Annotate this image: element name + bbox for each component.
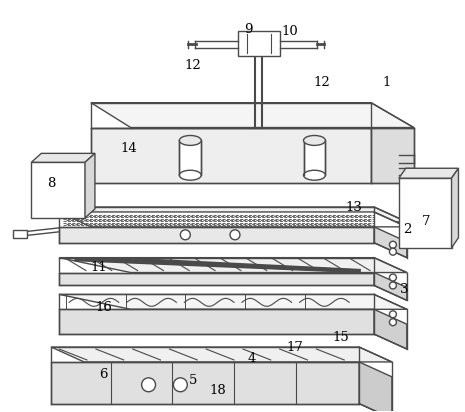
Ellipse shape xyxy=(179,136,201,145)
Text: 15: 15 xyxy=(333,330,350,344)
Text: 6: 6 xyxy=(99,368,107,382)
Polygon shape xyxy=(59,273,374,286)
Circle shape xyxy=(180,230,190,240)
Polygon shape xyxy=(374,273,407,300)
Polygon shape xyxy=(359,362,392,412)
Text: 2: 2 xyxy=(403,223,411,236)
Polygon shape xyxy=(374,227,407,258)
Text: 7: 7 xyxy=(421,215,430,228)
Circle shape xyxy=(389,311,396,318)
Polygon shape xyxy=(31,153,95,162)
Polygon shape xyxy=(91,128,371,183)
Circle shape xyxy=(389,241,396,248)
Circle shape xyxy=(142,378,155,392)
Bar xyxy=(13,230,27,238)
Circle shape xyxy=(389,274,396,281)
Polygon shape xyxy=(452,168,458,248)
Ellipse shape xyxy=(179,170,201,180)
Polygon shape xyxy=(59,295,407,309)
Circle shape xyxy=(389,248,396,255)
Polygon shape xyxy=(371,128,414,183)
Text: 12: 12 xyxy=(313,76,330,89)
Text: 8: 8 xyxy=(47,177,55,190)
Text: 13: 13 xyxy=(346,201,363,215)
Bar xyxy=(179,140,201,175)
Text: 1: 1 xyxy=(383,76,391,89)
Ellipse shape xyxy=(304,136,326,145)
Text: 5: 5 xyxy=(189,375,198,387)
Polygon shape xyxy=(59,258,407,273)
Polygon shape xyxy=(91,103,414,128)
Polygon shape xyxy=(51,362,359,404)
Text: 10: 10 xyxy=(281,25,298,37)
Text: 16: 16 xyxy=(95,301,113,314)
Text: 12: 12 xyxy=(185,59,202,73)
Polygon shape xyxy=(51,347,392,362)
Circle shape xyxy=(173,378,187,392)
Ellipse shape xyxy=(304,170,326,180)
Polygon shape xyxy=(59,227,374,243)
Polygon shape xyxy=(374,309,407,349)
Text: 14: 14 xyxy=(120,142,137,155)
Polygon shape xyxy=(399,178,452,248)
Circle shape xyxy=(389,319,396,326)
Polygon shape xyxy=(399,168,458,178)
Text: 11: 11 xyxy=(91,261,107,274)
Polygon shape xyxy=(59,207,407,222)
Text: 3: 3 xyxy=(399,283,408,296)
Polygon shape xyxy=(238,31,279,56)
Polygon shape xyxy=(31,162,85,218)
Circle shape xyxy=(389,282,396,289)
Polygon shape xyxy=(59,309,374,334)
Text: 9: 9 xyxy=(244,23,252,36)
Polygon shape xyxy=(85,153,95,218)
Polygon shape xyxy=(59,212,407,227)
Text: 4: 4 xyxy=(248,352,256,365)
Text: 17: 17 xyxy=(286,341,303,353)
Text: 18: 18 xyxy=(210,384,226,397)
Circle shape xyxy=(230,230,240,240)
Bar xyxy=(304,140,326,175)
